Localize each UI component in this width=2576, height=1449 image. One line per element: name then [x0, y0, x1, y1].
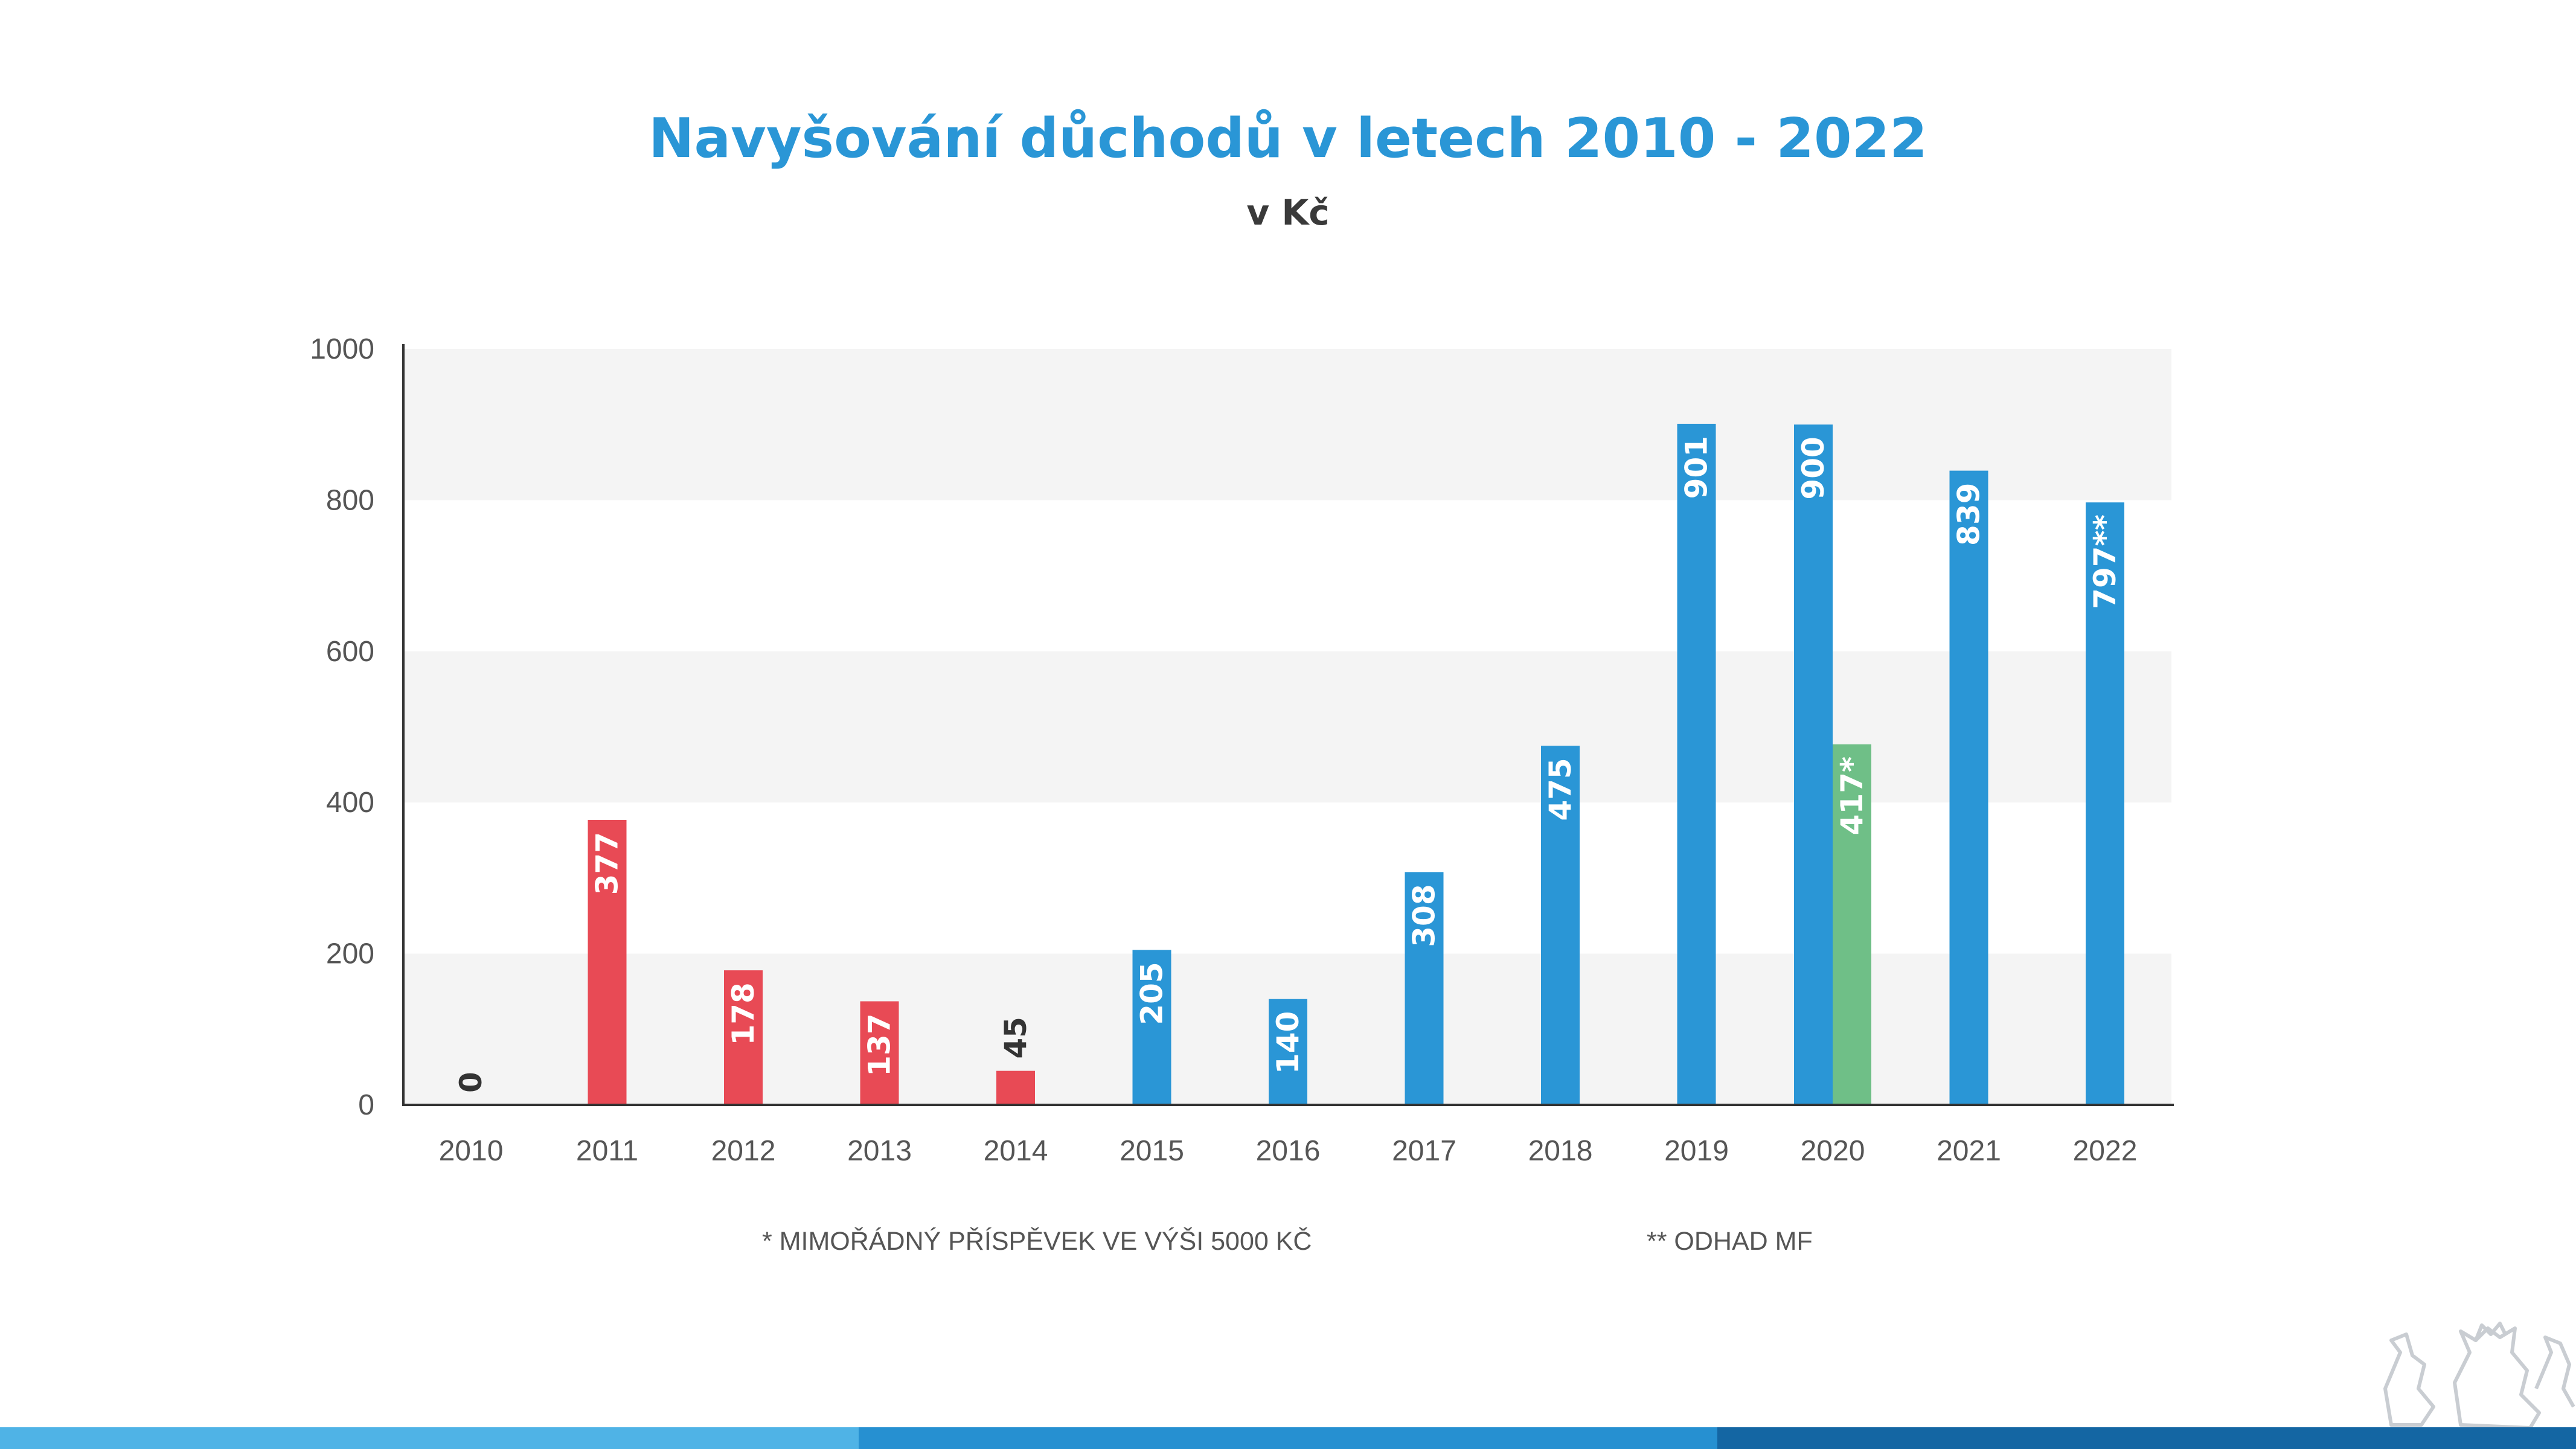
x-tick-label: 2012: [711, 1135, 776, 1167]
lion-emblem-icon: [2383, 1322, 2575, 1430]
y-axis-ticks: 0 200 400 600 800 1000: [310, 333, 374, 1121]
footer-bar-dark: [1717, 1427, 2576, 1449]
x-tick-label: 2015: [1120, 1135, 1184, 1167]
bar: [1949, 470, 1988, 1105]
data-labels: 0 377 178 137 45 205 140 308 475 901 900 417* 839 797…: [453, 436, 2123, 1093]
y-tick-label: 400: [326, 787, 374, 819]
x-tick-label: 2021: [1937, 1135, 2001, 1167]
x-tick-label: 2017: [1392, 1135, 1456, 1167]
bar: [1132, 950, 1171, 1105]
y-tick-label: 1000: [310, 333, 374, 365]
bar-series: [588, 423, 2124, 1105]
bar: [1677, 423, 1716, 1105]
data-label: 308: [1407, 884, 1442, 947]
data-label: 901: [1679, 436, 1714, 499]
data-label: 377: [590, 832, 625, 895]
footnote-extraordinary: * MIMOŘÁDNÝ PŘÍSPĚVEK VE VÝŠI 5000 KČ: [762, 1227, 1312, 1256]
bar: [1794, 424, 1833, 1105]
x-tick-label: 2018: [1528, 1135, 1593, 1167]
grid-bands: [403, 349, 2171, 1105]
data-label: 0: [453, 1072, 489, 1093]
data-label: 178: [726, 982, 761, 1045]
grid-band: [403, 651, 2171, 803]
data-label: 839: [1952, 483, 1987, 546]
chart-subtitle: v Kč: [1246, 192, 1329, 233]
data-label: 45: [998, 1017, 1033, 1059]
data-label: 137: [862, 1013, 897, 1076]
footer-bar-light: [0, 1427, 859, 1449]
footer-bar-mid: [859, 1427, 1717, 1449]
bar: [996, 1070, 1035, 1105]
x-tick-label: 2014: [984, 1135, 1048, 1167]
y-tick-label: 0: [358, 1089, 374, 1121]
x-axis-ticks: 2010 2011 2012 2013 2014 2015 2016 2017 2018 2019…: [439, 1135, 2138, 1167]
x-tick-label: 2022: [2073, 1135, 2138, 1167]
data-label: 140: [1270, 1011, 1306, 1074]
data-label: 797**: [2087, 514, 2123, 609]
data-label: 205: [1135, 962, 1170, 1025]
x-tick-label: 2010: [439, 1135, 504, 1167]
x-tick-label: 2011: [576, 1135, 638, 1167]
data-label: 475: [1543, 758, 1578, 820]
footnote-estimate: ** ODHAD MF: [1647, 1227, 1813, 1256]
y-tick-label: 200: [326, 938, 374, 970]
x-tick-label: 2020: [1801, 1135, 1865, 1167]
bar: [1269, 999, 1307, 1105]
data-label: 417*: [1834, 756, 1870, 836]
bar: [2086, 502, 2124, 1105]
bar: [1833, 744, 1871, 1105]
bar: [588, 819, 627, 1105]
x-tick-label: 2016: [1256, 1135, 1321, 1167]
bar: [724, 970, 763, 1105]
y-tick-label: 800: [326, 484, 374, 516]
bar: [860, 1001, 899, 1105]
bar: [1405, 872, 1444, 1105]
x-tick-label: 2019: [1664, 1135, 1729, 1167]
data-label: 900: [1796, 437, 1831, 499]
chart-title: Navyšování důchodů v letech 2010 - 2022: [649, 107, 1927, 170]
grid-band: [403, 349, 2171, 501]
y-tick-label: 600: [326, 636, 374, 668]
bar: [1541, 746, 1580, 1105]
x-tick-label: 2013: [847, 1135, 912, 1167]
